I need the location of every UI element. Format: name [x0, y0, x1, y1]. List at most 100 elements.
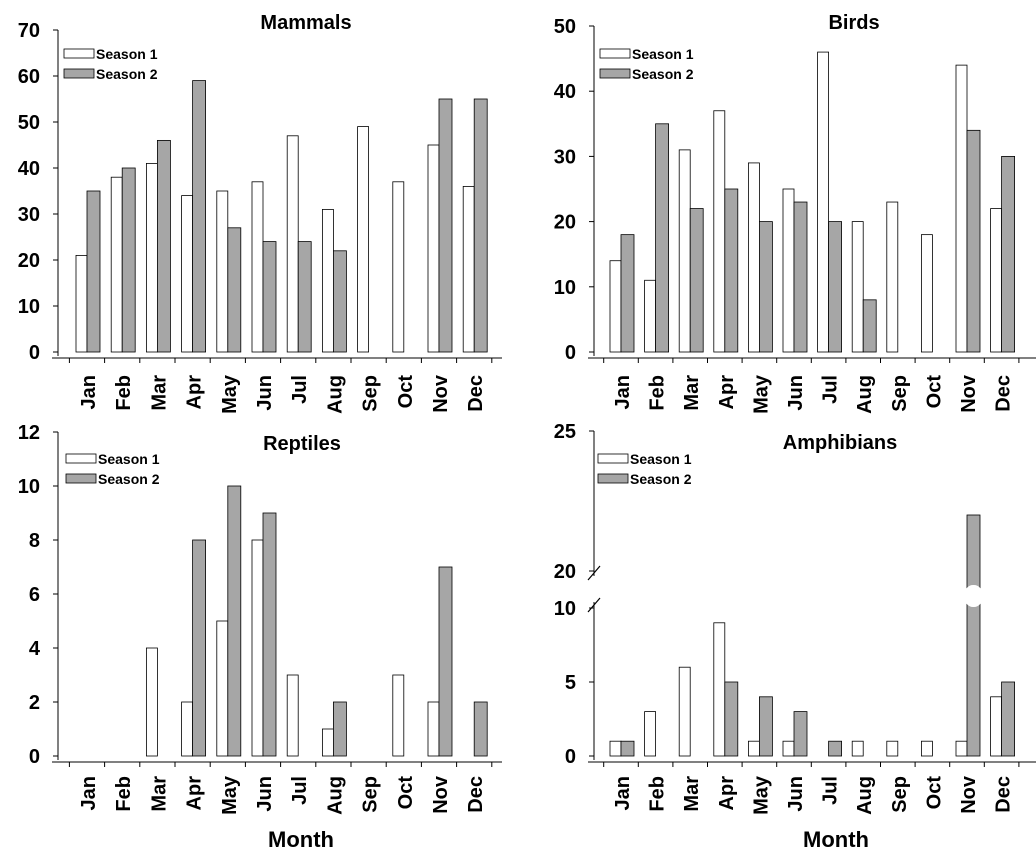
season-1-bar-oct: [392, 181, 405, 353]
y-tick-label: 60: [18, 66, 40, 88]
x-tick-label-jun: Jun: [785, 776, 807, 812]
x-tick-label-jun: Jun: [254, 776, 276, 812]
x-tick-label-feb: Feb: [113, 776, 135, 812]
season-2-bar-jun: [262, 512, 277, 757]
season-2-bar-apr: [724, 681, 739, 757]
season-2-bar-aug: [332, 701, 347, 757]
legend-label-season-2: Season 2: [632, 66, 694, 82]
x-tick-label-apr: Apr: [716, 776, 738, 811]
x-tick-label-may: May: [750, 775, 772, 815]
legend-swatch-season-2: [63, 68, 95, 79]
y-tick-label: 20: [18, 250, 40, 272]
chart-title: Birds: [828, 12, 879, 34]
x-tick-label-jun: Jun: [254, 375, 276, 411]
x-tick-label-mar: Mar: [681, 776, 703, 812]
x-tick-label-oct: Oct: [395, 776, 417, 810]
x-tick-label-jan: Jan: [78, 375, 100, 409]
legend-swatch-season-2: [599, 68, 631, 79]
season-1-bar-feb: [644, 711, 656, 757]
y-tick-label: 0: [565, 342, 576, 364]
season-1-bar-oct: [392, 674, 405, 757]
x-tick-label-dec: Dec: [465, 375, 487, 412]
chart-panel-birds: 0 10 20 30 40 50 Jan Feb Mar Apr May Jun Jul Aug Sep Oc…: [554, 12, 1036, 414]
legend-label-season-2: Season 2: [98, 471, 160, 487]
x-tick-label-apr: Apr: [184, 375, 206, 410]
x-tick-label-may: May: [219, 775, 241, 815]
season-2-bar-nov: [438, 98, 453, 353]
y-tick-label: 10: [18, 296, 40, 318]
season-1-bar-jul: [286, 674, 299, 757]
x-tick-label-jan: Jan: [612, 375, 634, 409]
y-tick-label: 40: [554, 81, 576, 103]
season-1-bar-apr: [181, 701, 194, 757]
season-1-bar-jun: [782, 740, 795, 757]
season-2-bar-apr: [724, 188, 739, 353]
x-axis-label: Month: [803, 827, 869, 852]
season-2-bar-apr: [192, 80, 207, 353]
season-2-bar-jun: [793, 711, 808, 757]
y-tick-label: 0: [565, 746, 576, 768]
season-2-bar-may: [227, 227, 242, 353]
y-tick-label: 4: [29, 638, 41, 660]
season-1-bar-mar: [678, 149, 691, 353]
x-tick-label-sep: Sep: [360, 375, 382, 412]
x-tick-label-oct: Oct: [923, 776, 945, 810]
season-1-bar-jan: [75, 254, 88, 353]
y-tick-label: 5: [565, 672, 576, 694]
season-1-bar-mar: [678, 666, 691, 757]
x-tick-label-feb: Feb: [647, 375, 669, 411]
season-2-bar-dec: [473, 701, 488, 757]
season-1-bar-aug: [851, 221, 864, 353]
y-tick-label: 50: [554, 16, 576, 38]
y-tick-label: 70: [18, 20, 40, 42]
y-tick-label: 0: [29, 746, 40, 768]
season-1-bar-nov: [427, 144, 440, 353]
season-2-bar-aug: [862, 299, 877, 353]
season-1-bar-feb: [644, 279, 656, 353]
season-1-bar-aug: [321, 728, 334, 757]
season-1-bar-jan: [609, 260, 622, 353]
season-1-bar-jun: [251, 539, 264, 757]
legend-label-season-1: Season 1: [98, 451, 160, 467]
season-1-bar-jun: [251, 181, 264, 353]
season-1-bar-oct: [921, 234, 933, 353]
season-2-bar-apr: [192, 539, 207, 757]
legend-swatch-season-1: [599, 48, 631, 59]
season-1-bar-sep: [886, 201, 899, 353]
x-tick-label-jun: Jun: [785, 375, 807, 411]
season-2-bar-feb: [655, 123, 669, 353]
axis-break-mark: [587, 597, 601, 613]
x-tick-label-nov: Nov: [430, 374, 452, 413]
x-tick-label-apr: Apr: [716, 375, 738, 410]
y-tick-label: 8: [29, 530, 40, 552]
season-2-bar-feb: [121, 167, 136, 353]
x-tick-label-dec: Dec: [993, 375, 1015, 412]
season-2-bar-dec: [1001, 155, 1015, 353]
season-1-bar-may: [216, 190, 229, 353]
season-1-bar-aug: [851, 740, 864, 757]
season-1-bar-jun: [782, 188, 795, 353]
y-tick-label: 20: [554, 212, 576, 234]
x-tick-label-mar: Mar: [148, 776, 170, 812]
y-tick-label: 40: [18, 158, 40, 180]
chart-title: Mammals: [260, 12, 351, 34]
season-1-bar-jul: [817, 51, 829, 353]
season-2-bar-may: [759, 221, 773, 353]
x-tick-label-aug: Aug: [854, 776, 876, 815]
x-tick-label-mar: Mar: [681, 375, 703, 411]
season-1-bar-sep: [357, 126, 370, 353]
legend-label-season-1: Season 1: [630, 451, 692, 467]
season-1-bar-apr: [713, 110, 726, 353]
y-tick-label: 6: [29, 584, 40, 606]
x-tick-label-jan: Jan: [78, 776, 100, 810]
season-2-bar-nov: [966, 514, 981, 757]
x-tick-label-may: May: [750, 374, 772, 414]
legend-label-season-2: Season 2: [630, 471, 692, 487]
season-2-bar-nov: [438, 566, 453, 757]
x-tick-label-dec: Dec: [993, 776, 1015, 813]
chart-panel-mammals: 0 10 20 30 40 50 60 70 Jan Feb Mar Apr May Jun Jul Aug S…: [18, 12, 502, 414]
season-2-bar-mar: [689, 208, 704, 353]
chart-title: Amphibians: [783, 432, 897, 454]
season-2-bar-may: [227, 485, 242, 757]
season-1-bar-dec: [990, 208, 1002, 353]
